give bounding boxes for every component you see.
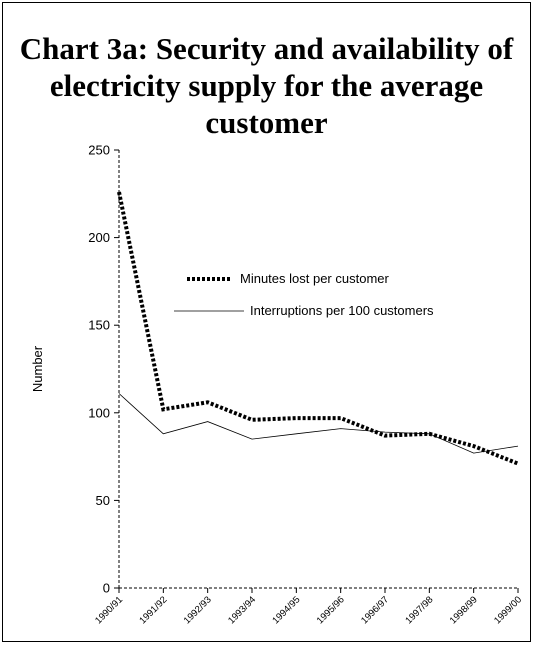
chart-title: Chart 3a: Security and availability of e… [19,31,514,140]
x-tick-label: 1993/94 [226,594,258,626]
legend-label: Interruptions per 100 customers [250,303,434,318]
y-tick-label: 100 [88,405,110,420]
series-line-0 [117,191,519,466]
x-tick-label: 1999/00 [492,594,524,626]
series-lines [117,191,519,466]
x-tick-label: 1994/95 [270,594,302,626]
chart-frame [2,2,531,642]
x-tick-label: 1997/98 [403,594,435,626]
legend: Minutes lost per customer Interruptions p… [174,271,434,318]
y-tick-label: 50 [96,493,110,508]
y-tick-label: 0 [103,581,110,596]
y-tick-label: 200 [88,230,110,245]
y-tick-label: 150 [88,318,110,333]
series-line-1 [118,393,519,454]
x-tick-label: 1992/93 [182,594,214,626]
x-tick-label: 1991/92 [137,594,169,626]
x-tick-label: 1998/99 [448,594,480,626]
y-tick-label: 250 [88,143,110,158]
axes: 0 50 100 150 200 250 1990/91 1991/92 1992/93 1993… [88,143,524,627]
x-tick-label: 1996/97 [359,594,391,626]
x-tick-label: 1995/96 [315,594,347,626]
y-axis-label: Number [30,345,45,392]
legend-label: Minutes lost per customer [240,271,390,286]
x-tick-label: 1990/91 [93,594,125,626]
